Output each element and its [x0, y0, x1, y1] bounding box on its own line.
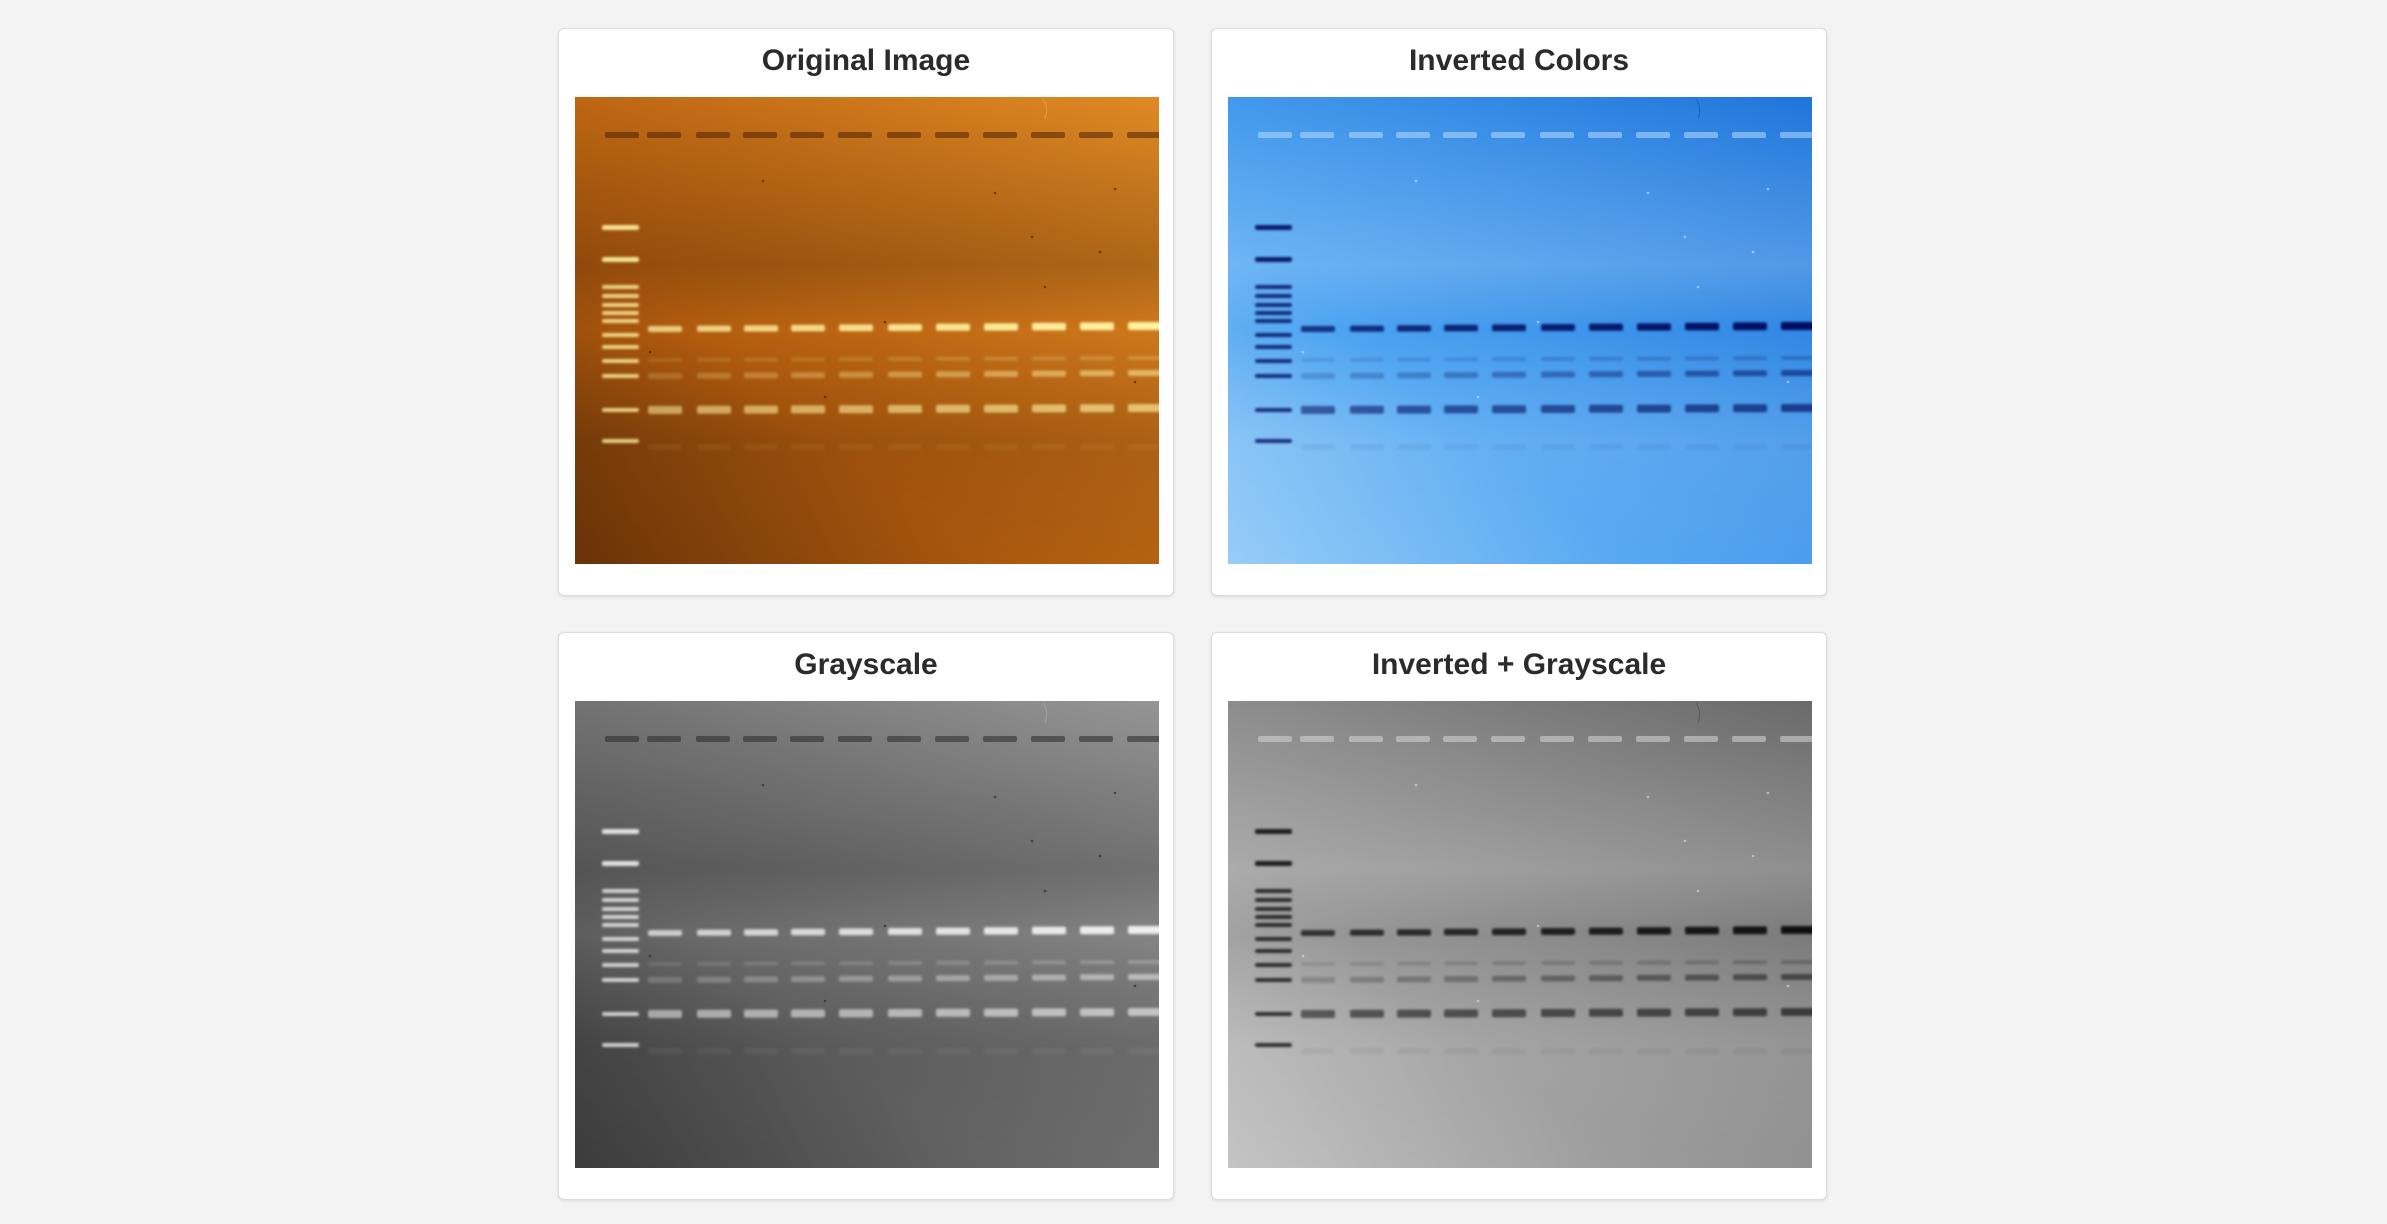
panel-title: Inverted + Grayscale — [1371, 648, 1667, 681]
panel-title: Inverted Colors — [1408, 44, 1630, 77]
panel-title: Original Image — [761, 44, 971, 77]
panel-grayscale: Grayscale — [558, 632, 1174, 1200]
panel-original: Original Image — [558, 28, 1174, 596]
gel-image-inverted — [1228, 97, 1812, 564]
gel-image-original — [575, 97, 1159, 564]
panel-inverted: Inverted Colors — [1211, 28, 1827, 596]
gel-image-inverted-grayscale — [1228, 701, 1812, 1168]
panel-inverted-grayscale: Inverted + Grayscale — [1211, 632, 1827, 1200]
panel-title: Grayscale — [794, 648, 938, 681]
gel-image-grayscale — [575, 701, 1159, 1168]
